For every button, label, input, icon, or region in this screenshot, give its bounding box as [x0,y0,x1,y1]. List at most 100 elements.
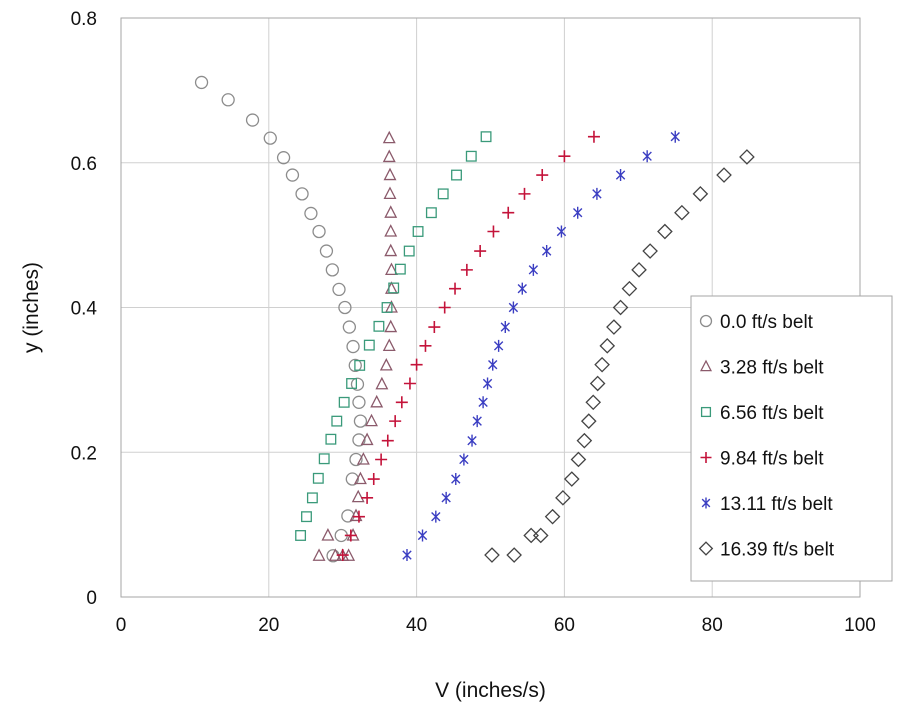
data-point [373,320,385,332]
data-point [295,187,309,201]
legend-entry: 16.39 ft/s belt [720,540,835,561]
data-point [395,396,408,409]
data-point [194,75,209,90]
data-point [417,529,428,542]
data-point [478,396,488,409]
data-point [459,453,469,466]
data-point [384,205,398,218]
legend-entry: 9.84 ft/s belt [720,449,824,470]
data-point [612,299,629,316]
data-point [621,280,638,297]
x-tick-label: 40 [406,615,427,636]
data-point [263,131,277,145]
series-points [336,130,600,562]
data-point [428,321,441,334]
data-point [321,528,335,541]
data-point [480,131,492,143]
data-point [325,263,340,277]
data-point [419,339,432,352]
data-point [585,394,602,411]
data-point [306,492,318,504]
data-point [699,314,713,328]
data-point [541,245,552,258]
data-point [349,452,363,467]
data-point [517,282,527,295]
data-point [716,167,732,183]
data-point [361,491,374,504]
y-tick-labels: 0 0.2 0.4 0.6 0.8 [71,9,98,609]
data-point [467,434,477,447]
x-tick-label: 60 [554,615,575,636]
data-point [487,225,500,238]
data-point [451,169,462,181]
data-point [319,244,334,258]
data-point [388,282,400,294]
y-tick-label: 0.4 [71,299,98,320]
data-point [438,301,451,314]
data-point [502,206,515,219]
series-points [312,130,398,561]
data-point [331,415,343,427]
series-points [194,75,368,563]
x-tick-label: 0 [116,615,127,636]
data-point [500,321,510,334]
y-tick-label: 0 [86,588,97,609]
data-point [332,282,346,297]
data-point [580,413,597,429]
data-point [615,169,626,182]
data-point [508,301,519,314]
data-point [518,187,531,200]
data-point [532,527,549,544]
data-point [338,396,350,408]
data-point [353,414,368,428]
x-tick-label: 100 [844,615,876,636]
y-tick-label: 0.8 [71,9,97,30]
x-tick-labels: 0 20 40 60 80 100 [116,615,876,636]
data-point [642,150,652,163]
data-point [304,206,318,221]
data-point [312,224,326,239]
data-point [576,432,593,449]
data-point [482,377,493,390]
data-point [382,149,396,163]
data-point [556,225,567,238]
legend-entry: 3.28 ft/s belt [720,358,824,379]
data-point [701,497,711,509]
data-point [449,282,462,295]
data-point [465,150,477,162]
data-point [370,394,384,408]
data-point [389,415,402,428]
data-point [221,93,235,107]
data-point [692,186,709,202]
data-point [739,149,755,165]
data-point [383,167,397,181]
data-point [353,471,367,485]
data-point [488,358,498,371]
data-point [431,510,441,523]
legend: 0.0 ft/s belt 3.28 ft/s belt 6.56 ft/s bel… [690,295,893,582]
legend-entry: 0.0 ft/s belt [720,312,814,333]
data-point [356,452,370,465]
data-point [642,243,658,259]
data-point [354,359,366,371]
data-point [381,302,393,313]
data-point [403,377,416,390]
data-point [381,434,394,447]
data-point [312,472,324,484]
data-point [365,413,378,427]
data-point [563,471,580,487]
data-point [594,356,610,373]
data-point [312,548,326,561]
data-point [592,187,602,200]
data-point [318,453,330,465]
data-point [338,300,352,315]
data-point [506,547,522,563]
legend-box [690,295,893,582]
data-point [295,530,307,541]
data-point [699,359,713,372]
data-point [301,511,312,523]
data-point [384,224,398,237]
data-point [403,245,415,257]
data-point [342,320,357,334]
data-point [385,262,398,276]
